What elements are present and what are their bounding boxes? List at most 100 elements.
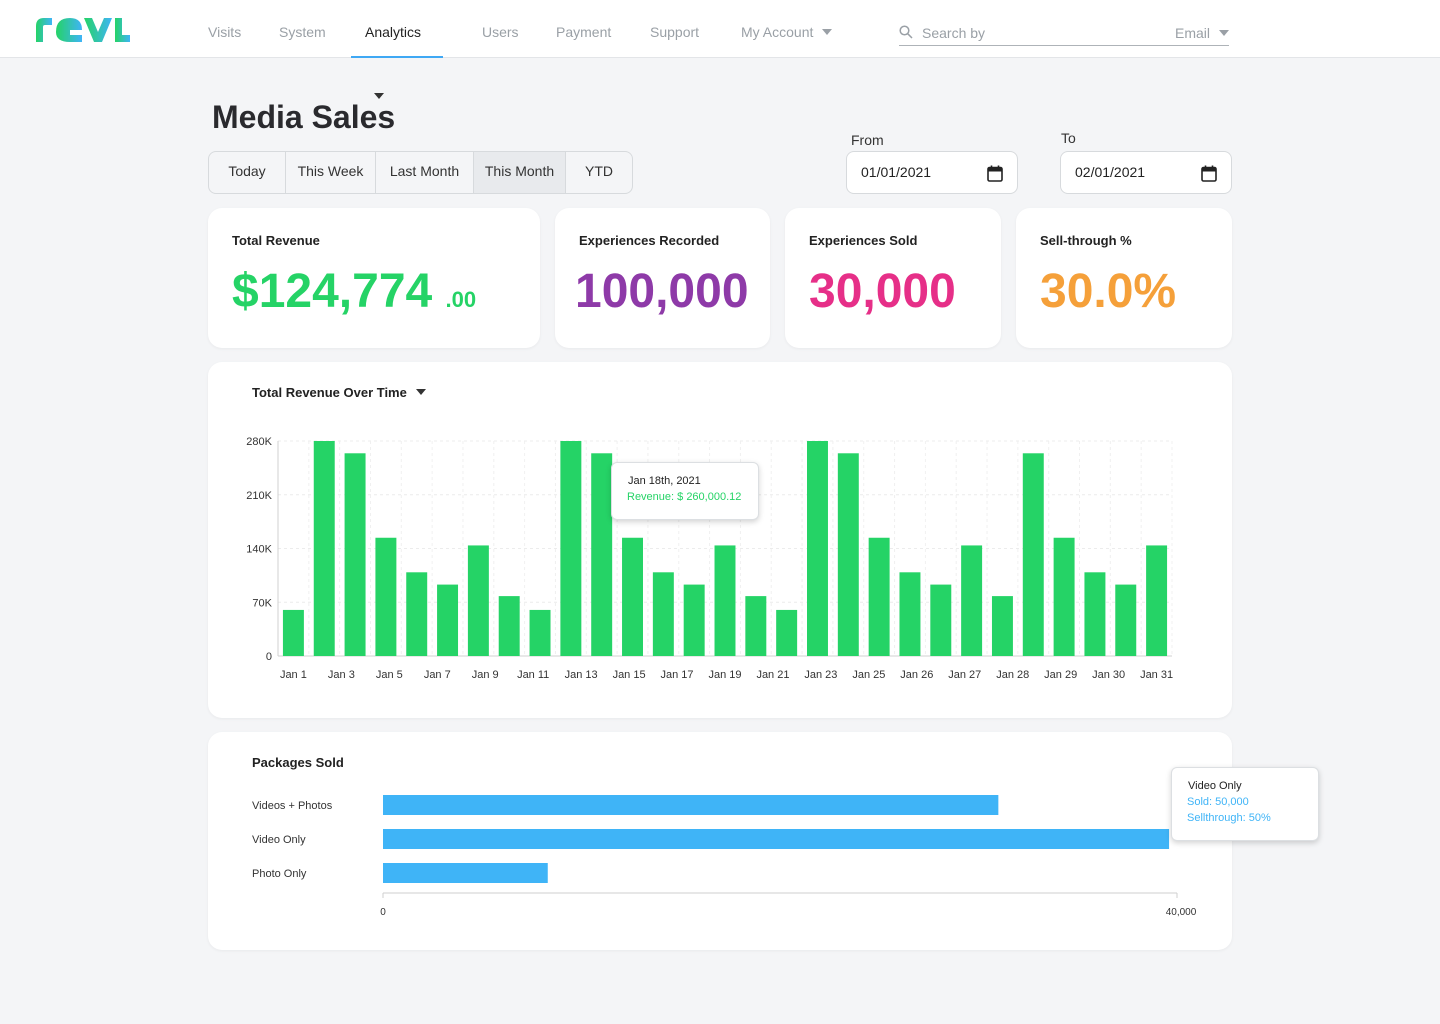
x-tick-label: 40,000 — [1166, 907, 1197, 918]
revenue-bar — [313, 441, 335, 656]
packages-bar-chart: Videos + Photos Video Only Photo Only 0 40,0… — [252, 795, 1197, 918]
range-this-month-button[interactable]: This Month — [474, 152, 566, 193]
revenue-bar — [745, 596, 767, 656]
nav-visits[interactable]: Visits — [208, 0, 241, 58]
x-tick-label: Jan 26 — [900, 669, 933, 681]
to-label: To — [1061, 130, 1076, 146]
revenue-bar — [1084, 572, 1106, 656]
x-tick-label: Jan 29 — [1044, 669, 1077, 681]
revenue-chart-title: Total Revenue Over Time — [252, 385, 407, 400]
x-tick-label: Jan 27 — [948, 669, 981, 681]
revenue-bar — [1146, 545, 1168, 656]
to-date-field[interactable]: 02/01/2021 — [1060, 151, 1232, 194]
chevron-down-icon — [822, 29, 833, 35]
package-bar — [383, 829, 1170, 849]
revenue-bar — [1053, 537, 1075, 656]
revenue-bar — [498, 596, 520, 656]
page-title: Media Sales — [212, 99, 396, 135]
nav-visits-label: Visits — [208, 24, 242, 40]
calendar-icon[interactable] — [987, 165, 1003, 182]
search-field-select[interactable]: Email — [1175, 25, 1229, 41]
revenue-bar — [344, 453, 366, 656]
revenue-bar — [406, 572, 428, 656]
x-tick-label: Jan 28 — [996, 669, 1029, 681]
range-ytd-button[interactable]: YTD — [585, 163, 613, 179]
x-tick-label: Jan 31 — [1140, 669, 1173, 681]
revenue-bar-chart: 0 70K 140K 210K 280K Jan 1 Jan 3 Jan 5 Jan 7 Jan … — [246, 436, 1173, 681]
nav-system-label: System — [279, 24, 326, 40]
x-tick-label: Jan 11 — [517, 669, 549, 681]
chevron-down-icon — [374, 93, 384, 99]
x-tick-label: Jan 19 — [708, 669, 741, 681]
x-tick-label: Jan 15 — [613, 669, 646, 681]
x-tick-label: Jan 17 — [661, 669, 694, 681]
nav-users[interactable]: Users — [482, 0, 519, 58]
revenue-bar — [776, 609, 798, 656]
from-date-value: 01/01/2021 — [861, 164, 932, 180]
x-tick-label: Jan 30 — [1092, 669, 1125, 681]
nav-users-label: Users — [482, 24, 519, 40]
kpi-value: $124,774 .00 — [232, 264, 476, 319]
search-field-value: Email — [1174, 25, 1210, 41]
chevron-down-icon — [1219, 30, 1229, 36]
kpi-value: 100,000 — [575, 265, 749, 318]
range-this-week-button[interactable]: This Week — [286, 152, 376, 193]
revenue-bar — [282, 609, 304, 656]
revenue-bar — [375, 537, 397, 656]
nav-payment[interactable]: Payment — [556, 0, 611, 58]
kpi-card-experiences-sold: Experiences Sold 30,000 — [785, 208, 1001, 348]
tooltip-revenue: Revenue: $ 260,000.12 — [627, 491, 742, 503]
kpi-value: 30,000 — [809, 265, 956, 318]
nav-analytics-label: Analytics — [365, 24, 422, 40]
y-tick-label: 280K — [246, 436, 272, 448]
x-tick-label: Jan 1 — [280, 669, 307, 681]
revenue-bar — [991, 596, 1013, 656]
nav-analytics[interactable]: Analytics — [351, 0, 443, 99]
nav-system[interactable]: System — [279, 0, 326, 58]
nav-support[interactable]: Support — [650, 0, 699, 58]
revenue-bar — [868, 537, 890, 656]
x-tick-label: Jan 3 — [328, 669, 355, 681]
search-input[interactable]: Search by — [922, 25, 986, 41]
tooltip-sellthrough: Sellthrough: 50% — [1187, 812, 1271, 824]
revenue-bar — [930, 584, 952, 656]
nav-my-account-label: My Account — [741, 24, 814, 40]
revenue-chart-metric-select[interactable]: Total Revenue Over Time — [252, 385, 426, 400]
kpi-card-sell-through: Sell-through % 30.0% — [1016, 208, 1232, 348]
from-date-field[interactable]: 01/01/2021 — [846, 151, 1018, 194]
calendar-icon[interactable] — [1201, 165, 1217, 182]
revenue-bar — [467, 545, 489, 656]
y-tick-label: 0 — [266, 651, 272, 663]
tooltip-sold: Sold: 50,000 — [1187, 796, 1249, 808]
category-label: Videos + Photos — [252, 800, 333, 812]
x-tick-label: Jan 21 — [756, 669, 789, 681]
kpi-label: Total Revenue — [232, 233, 320, 248]
from-label: From — [851, 132, 884, 148]
packages-chart-title: Packages Sold — [252, 755, 344, 770]
revenue-chart-tooltip: Jan 18th, 2021 Revenue: $ 260,000.12 — [611, 462, 759, 520]
kpi-value: 30.0% — [1040, 265, 1177, 318]
range-today-button[interactable]: Today — [209, 152, 286, 193]
revenue-bar — [837, 453, 859, 656]
revenue-bar — [1115, 584, 1137, 656]
tooltip-title: Jan 18th, 2021 — [628, 475, 701, 487]
category-label: Video Only — [252, 834, 306, 846]
date-range-segmented-control: Today This Week Last Month This Month YT… — [208, 151, 633, 194]
revl-logo[interactable] — [34, 14, 132, 46]
revenue-bar — [652, 572, 674, 656]
revenue-bar — [899, 572, 921, 656]
chevron-down-icon — [415, 389, 426, 395]
kpi-value-dollars: $124,774 — [232, 265, 433, 318]
revenue-bar — [714, 545, 736, 656]
package-bar — [383, 863, 548, 883]
revenue-bar — [1022, 453, 1044, 656]
x-tick-label: Jan 13 — [565, 669, 598, 681]
packages-chart-card: Packages Sold Videos + Photos Video Only P… — [208, 732, 1232, 950]
range-last-month-button[interactable]: Last Month — [376, 152, 474, 193]
nav-my-account[interactable]: My Account — [741, 0, 833, 58]
tooltip-title: Video Only — [1188, 780, 1242, 792]
x-tick-label: Jan 25 — [852, 669, 885, 681]
x-tick-label: Jan 9 — [472, 669, 499, 681]
revenue-bar — [683, 584, 705, 656]
kpi-label: Experiences Recorded — [579, 233, 720, 248]
